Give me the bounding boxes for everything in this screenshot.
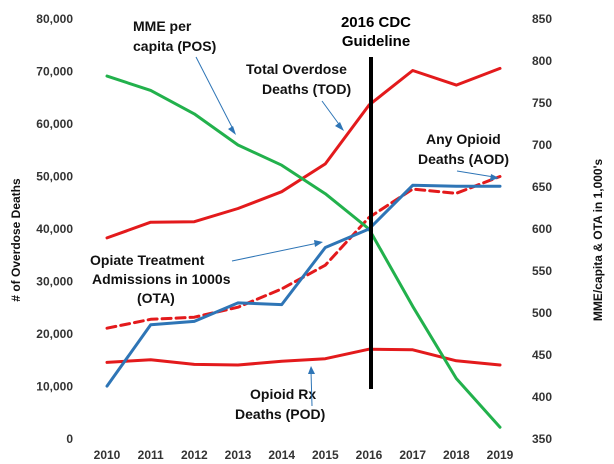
left-y-tick-labels: 0 10,000 20,000 30,000 40,000 50,000 60,000 70,… [36, 12, 73, 446]
annotation-aod-line1: Any Opioid [426, 131, 501, 147]
annotation-ota-line3: (OTA) [137, 290, 175, 306]
right-y-tick-labels: 350 400 450 500 550 600 650 700 750 800 850 [532, 12, 552, 446]
x-tick-label: 2017 [399, 448, 426, 462]
annotation-pod: Opioid Rx Deaths (POD) [235, 366, 325, 422]
annotation-mme-arrow [195, 56, 235, 132]
x-tick-label: 2013 [225, 448, 252, 462]
left-y-tick-label: 70,000 [36, 65, 73, 79]
right-y-tick-label: 500 [532, 306, 552, 320]
series-line-pod [105, 347, 502, 367]
left-y-tick-label: 80,000 [36, 12, 73, 26]
right-y-tick-label: 850 [532, 12, 552, 26]
left-y-tick-label: 20,000 [36, 327, 73, 341]
annotation-aod: Any Opioid Deaths (AOD) [418, 131, 509, 181]
x-tick-label: 2016 [356, 448, 383, 462]
annotation-mme-line1: MME per [133, 18, 192, 34]
right-y-tick-label: 350 [532, 432, 552, 446]
right-y-tick-label: 800 [532, 54, 552, 68]
annotation-tod-line1: Total Overdose [246, 61, 347, 77]
annotation-mme: MME per capita (POS) [133, 18, 236, 135]
series-layer [105, 66, 502, 429]
x-tick-label: 2015 [312, 448, 339, 462]
guideline-label-line1: 2016 CDC [341, 14, 411, 31]
annotation-pod-arrow [310, 370, 313, 407]
left-y-axis-title: # of Overdose Deaths [9, 178, 23, 302]
x-tick-label: 2019 [487, 448, 514, 462]
annotation-aod-arrow [456, 170, 495, 178]
annotation-pod-arrowhead [308, 366, 315, 374]
x-tick-label: 2018 [443, 448, 470, 462]
annotation-mme-arrowhead [228, 126, 236, 135]
annotation-ota-arrowhead [314, 240, 323, 247]
annotation-tod: Total Overdose Deaths (TOD) [246, 61, 351, 131]
annotation-aod-arrowhead [490, 174, 499, 181]
annotation-tod-line2: Deaths (TOD) [262, 81, 351, 97]
annotation-pod-line1: Opioid Rx [250, 386, 316, 402]
annotation-ota: Opiate Treatment Admissions in 1000s (OT… [90, 240, 323, 306]
right-y-tick-label: 650 [532, 180, 552, 194]
annotation-ota-arrow [231, 242, 319, 262]
x-tick-label: 2010 [94, 448, 121, 462]
left-y-tick-label: 10,000 [36, 380, 73, 394]
annotation-mme-line2: capita (POS) [133, 38, 216, 54]
annotation-pod-line2: Deaths (POD) [235, 406, 325, 422]
x-tick-label: 2014 [268, 448, 295, 462]
left-y-tick-label: 30,000 [36, 275, 73, 289]
right-y-tick-label: 550 [532, 264, 552, 278]
left-y-tick-label: 40,000 [36, 222, 73, 236]
right-y-axis-title: MME/capita & OTA in 1,000's [591, 159, 605, 322]
x-tick-label: 2012 [181, 448, 208, 462]
annotation-ota-line2: Admissions in 1000s [92, 271, 231, 287]
right-y-tick-label: 750 [532, 96, 552, 110]
right-y-tick-label: 600 [532, 222, 552, 236]
series-line-ota [105, 183, 502, 388]
annotation-tod-arrow [321, 100, 342, 128]
annotation-ota-line1: Opiate Treatment [90, 252, 205, 268]
x-tick-label: 2011 [138, 448, 164, 462]
left-y-tick-label: 60,000 [36, 117, 73, 131]
right-y-tick-label: 450 [532, 348, 552, 362]
right-y-tick-label: 400 [532, 390, 552, 404]
left-y-tick-label: 50,000 [36, 170, 73, 184]
guideline-label-line2: Guideline [342, 33, 410, 50]
right-y-tick-label: 700 [532, 138, 552, 152]
x-tick-labels: 2010 2011 2012 2013 2014 2015 2016 2017 2018 2019 [94, 448, 514, 462]
annotation-tod-arrowhead [335, 122, 344, 131]
annotation-aod-line2: Deaths (AOD) [418, 151, 509, 167]
left-y-tick-label: 0 [66, 432, 73, 446]
series-line-mme [105, 74, 502, 429]
